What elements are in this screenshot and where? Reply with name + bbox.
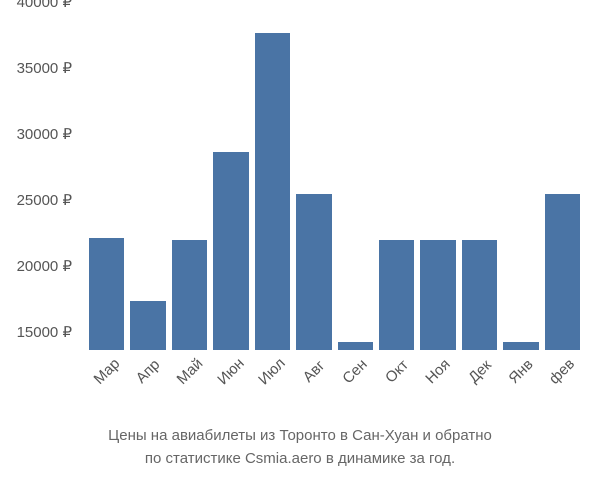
x-tick-label: Дек <box>465 357 495 387</box>
x-tick-label: Сен <box>340 356 371 387</box>
x-tick: Окт <box>379 355 414 415</box>
bar <box>172 240 207 350</box>
y-tick-label: 15000 ₽ <box>17 323 72 341</box>
y-tick-label: 30000 ₽ <box>17 125 72 143</box>
x-tick: Авг <box>296 355 331 415</box>
caption-line-1: Цены на авиабилеты из Торонто в Сан-Хуан… <box>20 425 580 448</box>
x-tick-label: Май <box>173 355 206 388</box>
bar <box>503 342 538 350</box>
bar <box>130 301 165 350</box>
y-tick-label: 25000 ₽ <box>17 191 72 209</box>
x-tick-label: Авг <box>300 357 329 386</box>
bar <box>255 33 290 350</box>
x-tick: Янв <box>503 355 538 415</box>
x-tick: Апр <box>130 355 165 415</box>
bar <box>213 152 248 350</box>
x-tick-label: Июн <box>214 355 247 388</box>
x-tick: Дек <box>462 355 497 415</box>
bar <box>420 240 455 350</box>
x-tick: Мар <box>89 355 124 415</box>
chart-caption: Цены на авиабилеты из Торонто в Сан-Хуан… <box>0 425 600 470</box>
y-tick-label: 35000 ₽ <box>17 59 72 77</box>
bar <box>462 240 497 350</box>
x-tick-label: Янв <box>505 356 536 387</box>
y-tick-label: 40000 ₽ <box>17 0 72 11</box>
x-tick: Сен <box>338 355 373 415</box>
bar <box>379 240 414 350</box>
x-tick: Май <box>172 355 207 415</box>
x-tick-label: Ноя <box>422 356 453 387</box>
bar <box>296 194 331 350</box>
x-tick: Июн <box>213 355 248 415</box>
bar <box>338 342 373 350</box>
bars-container <box>85 20 580 350</box>
x-tick-label: Июл <box>256 355 290 389</box>
bar <box>545 194 580 350</box>
x-tick: Июл <box>255 355 290 415</box>
chart-area <box>85 20 580 350</box>
x-tick-label: Окт <box>382 357 412 387</box>
y-tick-label: 20000 ₽ <box>17 257 72 275</box>
x-tick: фев <box>545 355 580 415</box>
y-axis: 15000 ₽20000 ₽25000 ₽30000 ₽35000 ₽40000… <box>0 20 80 350</box>
x-tick: Ноя <box>420 355 455 415</box>
x-tick-label: Апр <box>133 356 164 387</box>
x-tick-label: Мар <box>90 355 123 388</box>
bar <box>89 238 124 350</box>
x-axis: Мар Апр МайИюн Июл Авг Сен Окт Ноя Дек Янвфев <box>85 355 580 415</box>
caption-line-2: по статистике Csmia.aero в динамике за г… <box>20 448 580 471</box>
x-tick-label: фев <box>546 355 578 387</box>
